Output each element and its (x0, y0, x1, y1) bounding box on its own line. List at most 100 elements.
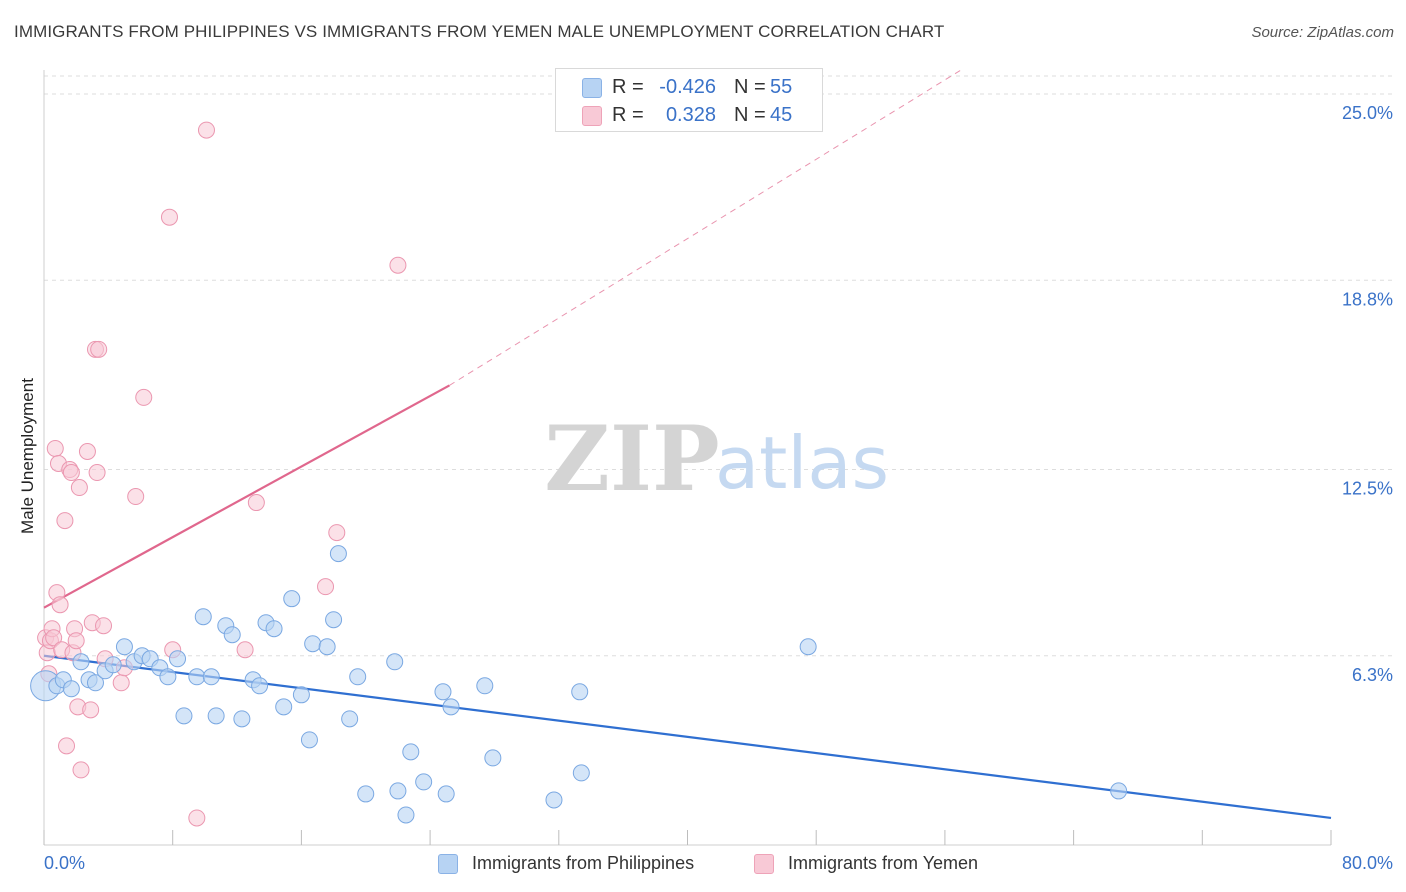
point-yemen (58, 737, 76, 755)
point-yemen (62, 464, 80, 482)
point-philippines (318, 638, 336, 656)
point-yemen (328, 524, 346, 542)
legend-item-philippines[interactable]: Immigrants from Philippines (438, 852, 738, 876)
points-philippines (30, 545, 1128, 824)
point-philippines (223, 626, 241, 644)
point-yemen (45, 629, 63, 647)
point-yemen (72, 761, 90, 779)
point-yemen (236, 641, 254, 659)
point-yemen (78, 442, 96, 460)
point-yemen (46, 439, 64, 457)
point-philippines (304, 635, 322, 653)
point-yemen (67, 632, 85, 650)
point-philippines (207, 707, 225, 725)
legend-label-philippines: Immigrants from Philippines (472, 853, 695, 873)
point-philippines (292, 686, 310, 704)
chart-title: IMMIGRANTS FROM PHILIPPINES VS IMMIGRANT… (14, 22, 945, 41)
point-yemen (135, 388, 153, 406)
trend-line-philippines (43, 654, 1332, 820)
y-tick-label: 18.8% (1342, 289, 1393, 309)
source-label: Source: ZipAtlas.com (1251, 24, 1394, 41)
y-tick-label: 6.3% (1352, 665, 1393, 685)
point-yemen (197, 121, 215, 139)
point-philippines (62, 680, 80, 698)
yemen-swatch (582, 106, 602, 126)
point-philippines (341, 710, 359, 728)
point-yemen (247, 494, 265, 512)
point-philippines (72, 653, 90, 671)
point-philippines (545, 791, 563, 809)
point-philippines (357, 785, 375, 803)
trend-line-yemen (43, 384, 450, 609)
watermark-atlas: atlas (715, 421, 889, 505)
philippines-swatch (582, 78, 602, 98)
point-philippines (194, 608, 212, 626)
n-label: N = (734, 76, 766, 98)
stats-legend: R = -0.426 N = 55 R = 0.328 N = 45 (555, 68, 823, 132)
point-philippines (571, 683, 589, 701)
axes (43, 70, 1332, 846)
point-philippines (169, 650, 187, 668)
point-philippines (415, 773, 433, 791)
point-philippines (202, 668, 220, 686)
point-philippines (1110, 782, 1128, 800)
point-philippines (275, 698, 293, 716)
point-philippines (265, 620, 283, 638)
point-philippines (397, 806, 415, 824)
point-philippines (442, 698, 460, 716)
point-yemen (88, 464, 106, 482)
legend-label-yemen: Immigrants from Yemen (788, 853, 979, 873)
point-philippines (104, 656, 122, 674)
r-label: R = (612, 104, 644, 126)
point-philippines (329, 545, 347, 563)
point-yemen (90, 340, 108, 358)
r-value-yemen: 0.328 (665, 104, 716, 126)
point-philippines (389, 782, 407, 800)
r-label: R = (612, 76, 644, 98)
point-philippines (251, 677, 269, 695)
point-yemen (95, 617, 113, 635)
y-tick-label: 25.0% (1342, 103, 1393, 123)
point-philippines (434, 683, 452, 701)
point-philippines (300, 731, 318, 749)
grid-lines (44, 75, 1393, 657)
point-philippines (175, 707, 193, 725)
point-yemen (389, 256, 407, 274)
point-yemen (56, 512, 74, 530)
point-yemen (160, 208, 178, 226)
point-yemen (188, 809, 206, 827)
n-value-philippines: 55 (770, 76, 793, 98)
x-tick-label: 0.0% (44, 853, 85, 873)
r-value-philippines: -0.426 (659, 76, 716, 98)
point-philippines (386, 653, 404, 671)
legend-swatch-philippines (438, 854, 458, 874)
n-value-yemen: 45 (770, 104, 793, 126)
point-philippines (476, 677, 494, 695)
point-philippines (484, 749, 502, 767)
point-yemen (112, 674, 130, 692)
point-yemen (82, 701, 100, 719)
point-yemen (317, 578, 335, 596)
point-philippines (188, 668, 206, 686)
point-philippines (349, 668, 367, 686)
point-philippines (402, 743, 420, 761)
point-philippines (159, 668, 177, 686)
point-philippines (572, 764, 590, 782)
point-philippines (233, 710, 251, 728)
point-philippines (325, 611, 343, 629)
point-yemen (127, 488, 145, 506)
n-label: N = (734, 104, 766, 126)
watermark: ZIP atlas (544, 406, 889, 512)
point-philippines (115, 638, 133, 656)
tick-labels: 6.3% 12.5% 18.8% 25.0% 0.0% 80.0% (44, 103, 1393, 873)
point-philippines (283, 590, 301, 608)
legend-item-yemen[interactable]: Immigrants from Yemen (754, 852, 1014, 876)
stats-row-yemen: R = 0.328 N = 45 (556, 100, 822, 128)
trend-line-yemen (449, 69, 962, 386)
x-tick-label: 80.0% (1342, 853, 1393, 873)
stats-row-philippines: R = -0.426 N = 55 (556, 72, 822, 100)
point-yemen (70, 479, 88, 497)
point-yemen (51, 596, 69, 614)
legend-swatch-yemen (754, 854, 774, 874)
